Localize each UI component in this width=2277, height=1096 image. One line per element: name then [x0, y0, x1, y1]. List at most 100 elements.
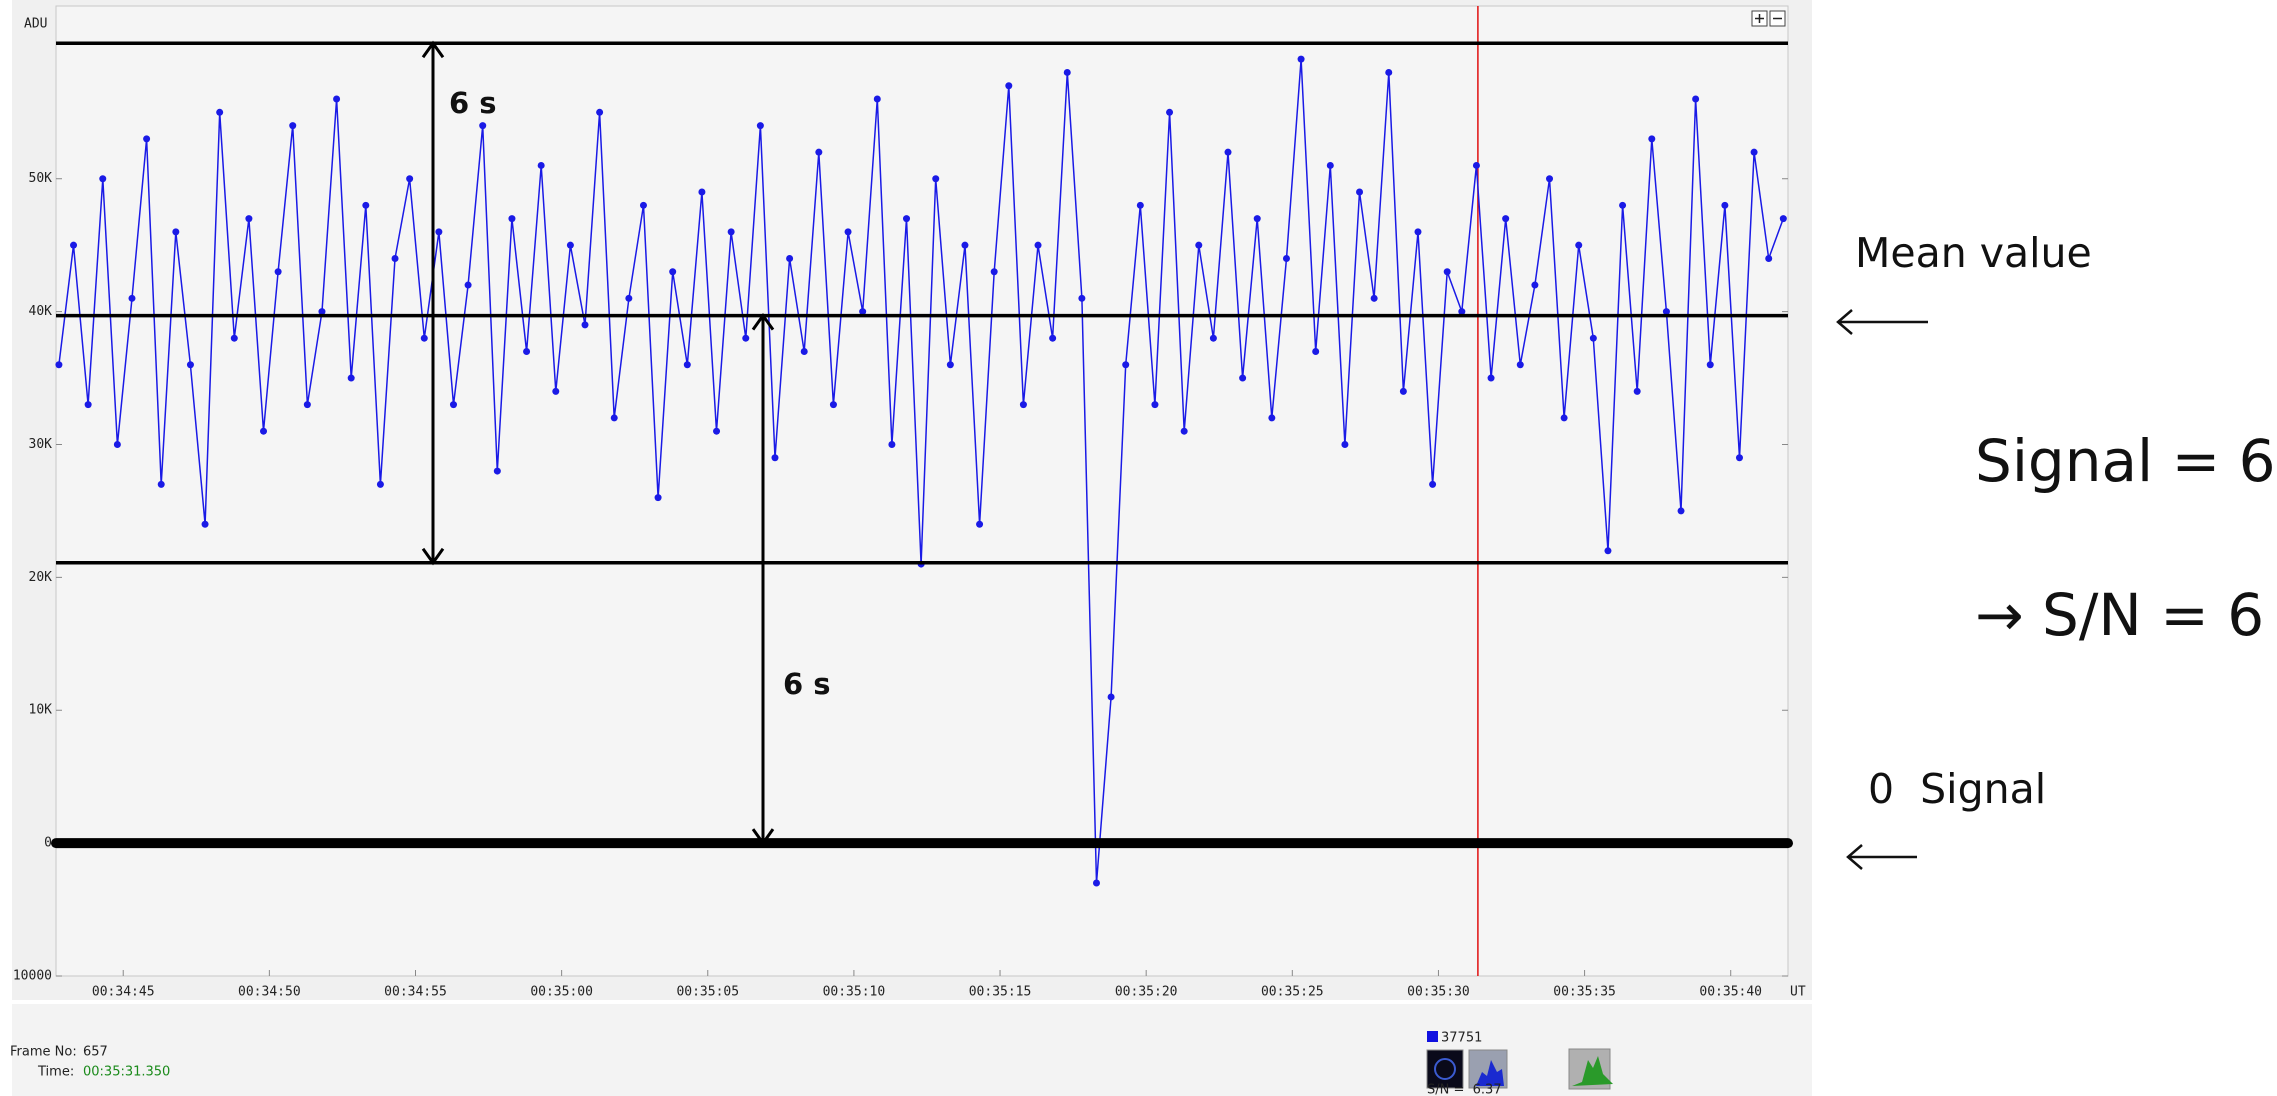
data-point	[231, 335, 238, 342]
data-point	[1546, 175, 1553, 182]
data-point	[1751, 149, 1758, 156]
data-point	[815, 149, 822, 156]
data-point	[1283, 255, 1290, 262]
data-point	[582, 321, 589, 328]
data-point	[128, 295, 135, 302]
data-point	[1327, 162, 1334, 169]
data-point	[538, 162, 545, 169]
data-point	[1648, 135, 1655, 142]
page-body: {"chart_data": { "type": "line", "y_labe…	[0, 0, 2277, 1096]
data-point	[508, 215, 515, 222]
x-tick-label: 00:34:50	[238, 985, 301, 1000]
x-tick-label: 00:35:10	[823, 985, 886, 1000]
data-point	[1341, 441, 1348, 448]
data-point	[1151, 401, 1158, 408]
screen: ADU UT Mean value Signal = 6s → S/N = 6 …	[0, 0, 2277, 1096]
data-point	[1678, 507, 1685, 514]
data-point	[655, 494, 662, 501]
frame-label: Frame No:	[10, 1045, 77, 1060]
data-point	[1444, 268, 1451, 275]
data-point	[348, 375, 355, 382]
data-point	[158, 481, 165, 488]
x-tick-label: 00:35:25	[1261, 985, 1324, 1000]
data-point	[874, 96, 881, 103]
y-tick-label: 50K	[29, 171, 53, 186]
data-point	[85, 401, 92, 408]
x-tick-label: 00:35:35	[1553, 985, 1616, 1000]
data-point	[275, 268, 282, 275]
y-tick-label: 0	[44, 836, 52, 851]
plot-area	[56, 6, 1788, 976]
time-value: 00:35:31.350	[83, 1065, 170, 1080]
data-point	[625, 295, 632, 302]
data-point	[1502, 215, 1509, 222]
data-point	[757, 122, 764, 129]
data-point	[392, 255, 399, 262]
data-point	[611, 414, 618, 421]
x-tick-label: 00:35:00	[530, 985, 593, 1000]
data-point	[698, 189, 705, 196]
note-arrow	[1848, 845, 1917, 869]
data-point	[1619, 202, 1626, 209]
data-point	[406, 175, 413, 182]
data-point	[1517, 361, 1524, 368]
data-point	[1049, 335, 1056, 342]
data-point	[114, 441, 121, 448]
data-point	[830, 401, 837, 408]
snr-value: S/N = 6.37	[1427, 1083, 1502, 1096]
data-point	[991, 268, 998, 275]
data-point	[465, 282, 472, 289]
data-point	[1707, 361, 1714, 368]
data-point	[1780, 215, 1787, 222]
data-point	[1736, 454, 1743, 461]
note: Mean value	[1855, 229, 2092, 277]
data-point	[1488, 375, 1495, 382]
data-point	[903, 215, 910, 222]
data-point	[1005, 82, 1012, 89]
y-tick-label: 20K	[29, 570, 53, 585]
x-tick-label: 00:35:40	[1699, 985, 1762, 1000]
data-point	[932, 175, 939, 182]
side-notes: Mean value Signal = 6s → S/N = 6 0 Signa…	[1838, 229, 2277, 869]
note: Signal = 6s	[1975, 427, 2277, 495]
data-point	[450, 401, 457, 408]
data-point	[216, 109, 223, 116]
data-point	[55, 361, 62, 368]
data-point	[1604, 547, 1611, 554]
data-point	[99, 175, 106, 182]
data-point	[1385, 69, 1392, 76]
data-point	[1181, 428, 1188, 435]
data-point	[947, 361, 954, 368]
data-point	[143, 135, 150, 142]
data-point	[728, 228, 735, 235]
x-tick-label: 00:34:55	[384, 985, 447, 1000]
x-tick-label: 00:35:05	[676, 985, 739, 1000]
data-point	[1312, 348, 1319, 355]
data-point	[70, 242, 77, 249]
frame-value: 657	[83, 1045, 108, 1060]
note-arrow	[1838, 310, 1928, 334]
data-point	[786, 255, 793, 262]
data-point	[669, 268, 676, 275]
data-point	[1137, 202, 1144, 209]
data-point	[289, 122, 296, 129]
data-point	[377, 481, 384, 488]
x-tick-label: 00:35:30	[1407, 985, 1470, 1000]
data-point	[845, 228, 852, 235]
x-axis-label: UT	[1790, 985, 1806, 1000]
data-point	[202, 521, 209, 528]
data-point	[1078, 295, 1085, 302]
data-point	[245, 215, 252, 222]
data-point	[1195, 242, 1202, 249]
data-point	[742, 335, 749, 342]
data-point	[1254, 215, 1261, 222]
data-point	[1634, 388, 1641, 395]
x-tick-label: 00:35:20	[1115, 985, 1178, 1000]
data-point	[713, 428, 720, 435]
data-point	[1166, 109, 1173, 116]
status-panel	[12, 1004, 1812, 1096]
annotation: 6 s	[449, 86, 497, 120]
data-point	[1064, 69, 1071, 76]
note: → S/N = 6	[1975, 581, 2264, 649]
data-point	[976, 521, 983, 528]
